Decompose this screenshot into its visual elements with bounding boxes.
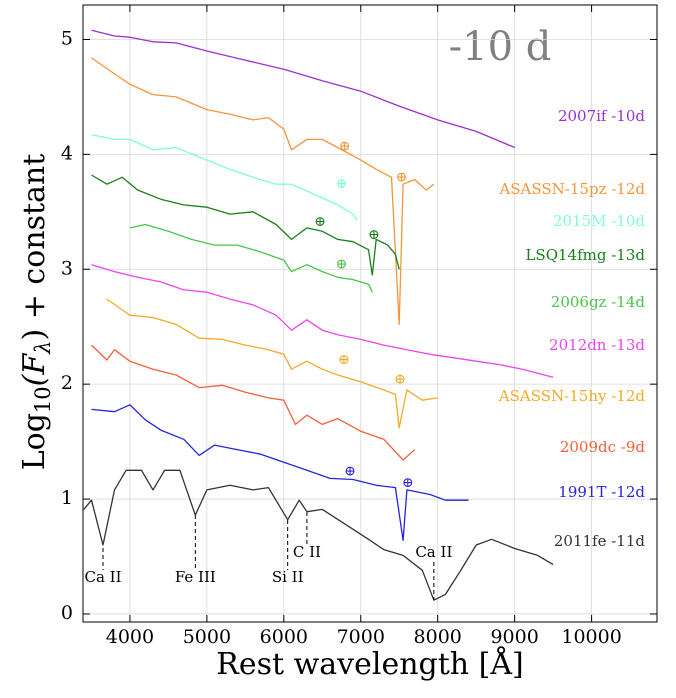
telluric-marker: ⊕: [336, 257, 348, 273]
series-label: ASASSN-15hy -12d: [498, 387, 646, 405]
telluric-marker: ⊕: [314, 214, 326, 230]
y-label-part: (F: [17, 353, 52, 387]
y-tick-label: 2: [61, 372, 73, 394]
y-label-sub: λ: [31, 341, 55, 355]
x-tick-label: 9000: [490, 626, 538, 648]
telluric-marker: ⊕: [336, 176, 348, 192]
y-label-part: ) + constant: [17, 154, 52, 341]
series-label: LSQ14fmg -13d: [525, 246, 645, 264]
spectrum-line: [91, 57, 435, 326]
spectrum-line: [91, 174, 400, 276]
phase-label: -10 d: [449, 24, 552, 70]
spectrum-line: [91, 344, 416, 461]
line-id-label: Ca II: [84, 568, 121, 586]
y-label-sub: 10: [31, 386, 55, 413]
spectrum-line: [83, 469, 554, 601]
series-label: 2015M -10d: [553, 212, 645, 230]
spectrum-line: [106, 298, 438, 429]
line-id-label: Si II: [272, 568, 304, 586]
y-label-part: Log: [17, 413, 52, 470]
series-label: 2007if -10d: [558, 107, 645, 125]
x-tick-label: 6000: [260, 626, 308, 648]
spectrum-line: [91, 29, 515, 149]
line-id-label: Ca II: [415, 543, 452, 561]
x-tick-label: 4000: [106, 626, 154, 648]
series-label: ASASSN-15pz -12d: [498, 180, 645, 198]
plot-frame: [82, 4, 658, 623]
line-id-label: Fe III: [175, 568, 216, 586]
y-tick-label: 5: [61, 27, 73, 49]
line-id-label: C II: [293, 543, 321, 561]
spectrum-line: [91, 134, 358, 221]
x-tick-label: 5000: [183, 626, 231, 648]
y-tick-label: 3: [61, 257, 73, 279]
y-tick-label: 0: [61, 602, 73, 624]
telluric-marker: ⊕: [339, 138, 351, 154]
y-tick-label: 4: [61, 142, 73, 164]
series-label: 1991T -12d: [558, 483, 645, 501]
telluric-marker: ⊕: [338, 352, 350, 368]
telluric-marker: ⊕: [394, 372, 406, 388]
series-label: 2011fe -11d: [554, 532, 646, 550]
x-tick-label: 10000: [561, 626, 621, 648]
spectrum-line: [91, 264, 554, 378]
x-axis-label: Rest wavelength [Å]: [216, 646, 523, 682]
plot-area: [83, 5, 657, 622]
series-label: 2009dc -9d: [560, 438, 646, 456]
y-tick-label: 1: [61, 487, 73, 509]
telluric-marker: ⊕: [368, 227, 380, 243]
x-tick-label: 8000: [414, 626, 462, 648]
spectrum-line: [129, 223, 373, 293]
y-axis-label: Log10(Fλ) + constant: [17, 154, 55, 471]
telluric-marker: ⊕: [396, 169, 408, 185]
telluric-marker: ⊕: [344, 463, 356, 479]
x-tick-label: 7000: [337, 626, 385, 648]
series-label: 2006gz -14d: [551, 293, 646, 311]
spectrum-line: [91, 404, 469, 542]
series-label: 2012dn -13d: [549, 336, 645, 354]
telluric-marker: ⊕: [402, 475, 414, 491]
